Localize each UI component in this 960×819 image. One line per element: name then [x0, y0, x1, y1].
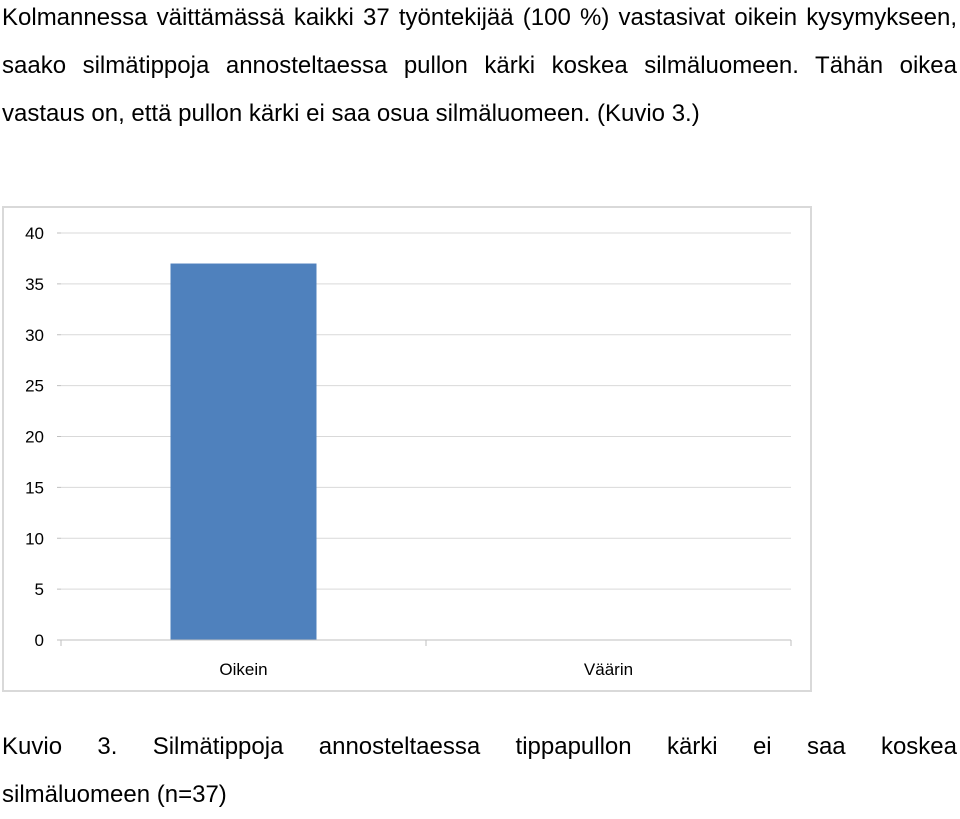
- y-tick-label-20: 20: [25, 428, 44, 447]
- y-tick-label-25: 25: [25, 377, 44, 396]
- x-tick-label-väärin: Väärin: [584, 660, 633, 679]
- y-tick-label-10: 10: [25, 529, 44, 548]
- y-tick-label-30: 30: [25, 326, 44, 345]
- y-tick-label-40: 40: [25, 224, 44, 243]
- y-tick-label-15: 15: [25, 478, 44, 497]
- caption-line-2: silmäluomeen (n=37): [2, 781, 227, 808]
- x-tick-label-oikein: Oikein: [219, 660, 267, 679]
- bar-chart: 0 5 10 15 20 25 30 35 40 Oikein Väärin: [25, 224, 792, 679]
- caption-line-1: Kuvio 3. Silmätippoja annosteltaessa tip…: [2, 733, 957, 760]
- figure-caption: Kuvio 3. Silmätippoja annosteltaessa tip…: [2, 723, 957, 819]
- y-tick-label-35: 35: [25, 275, 44, 294]
- y-tick-label-0: 0: [35, 631, 44, 650]
- bar-oikein: [170, 263, 317, 640]
- chart-area: 0 5 10 15 20 25 30 35 40 Oikein Väärin: [2, 206, 812, 692]
- y-tick-label-5: 5: [35, 580, 44, 599]
- body-paragraph: Kolmannessa väittämässä kaikki 37 työnte…: [2, 4, 957, 127]
